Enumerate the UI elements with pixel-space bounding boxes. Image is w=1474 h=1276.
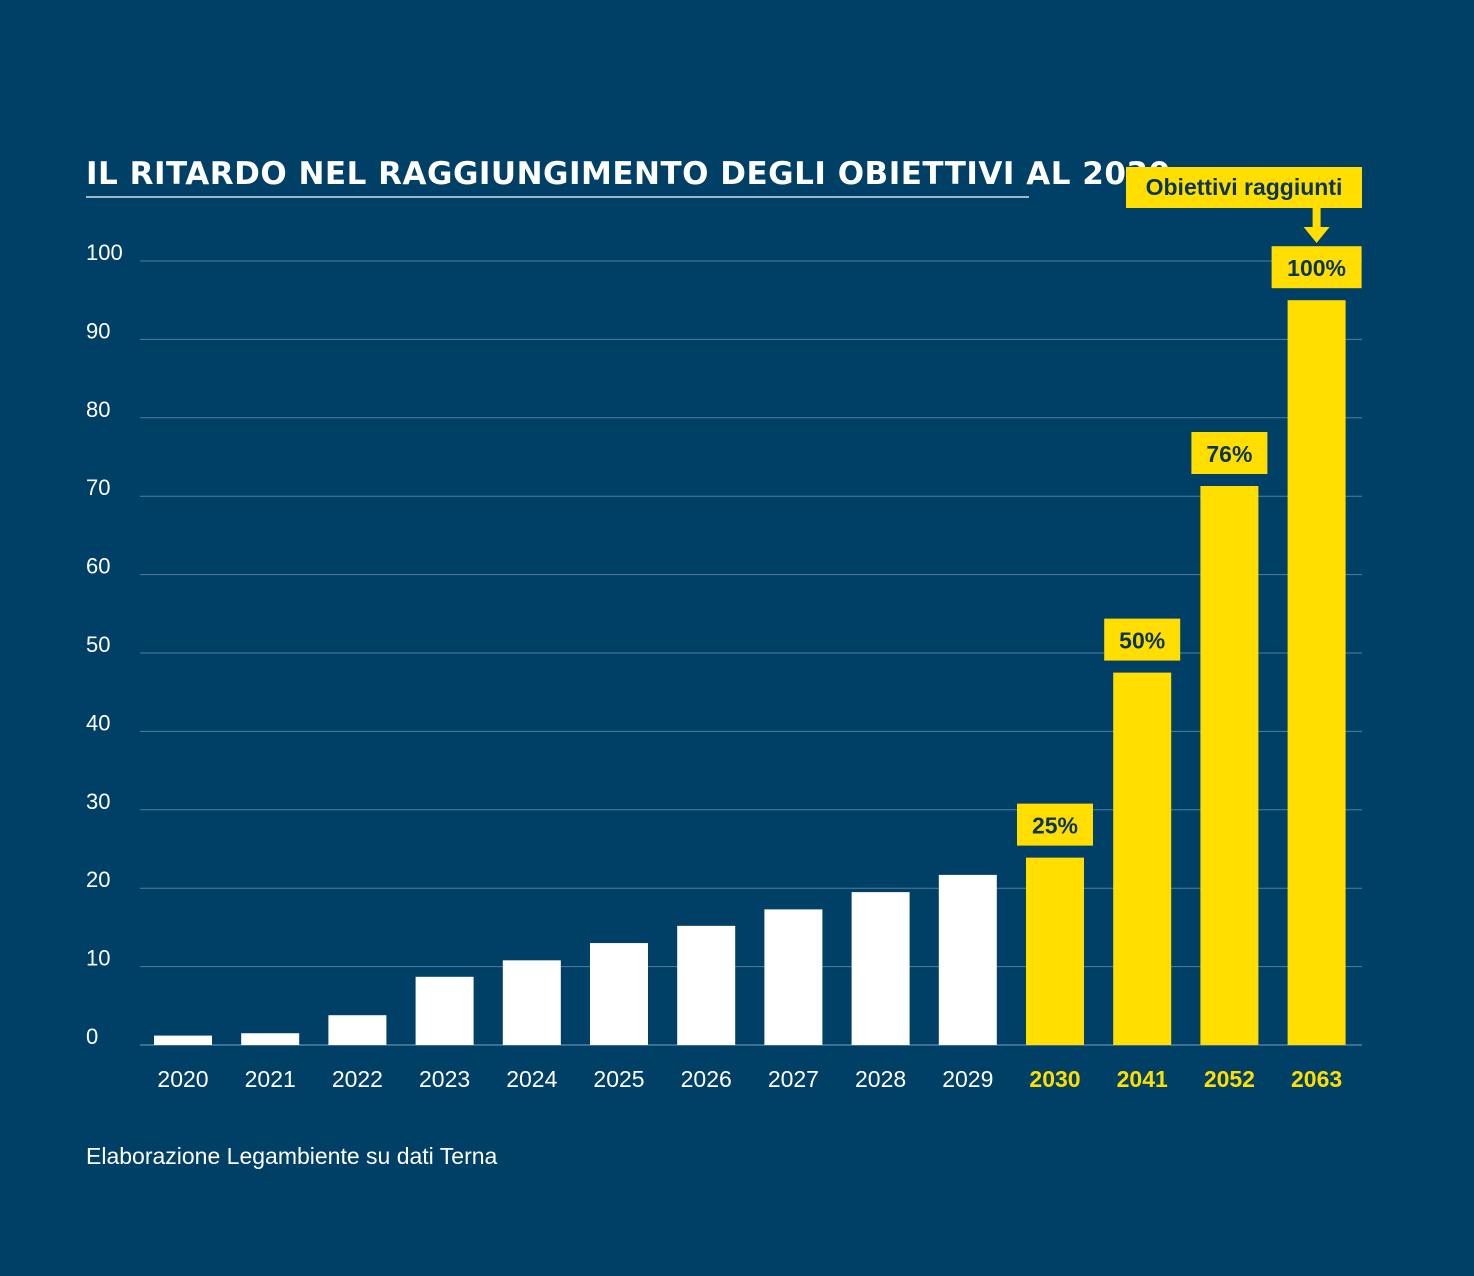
bar-2021 <box>241 1033 300 1045</box>
y-tick-label: 40 <box>86 710 110 735</box>
y-tick-label: 60 <box>86 554 110 579</box>
x-tick-label: 2023 <box>419 1066 470 1092</box>
value-label: 50% <box>1119 628 1165 654</box>
value-label-box <box>1191 432 1268 475</box>
x-tick-label: 2030 <box>1029 1066 1080 1092</box>
value-label-box <box>1017 803 1093 846</box>
x-tick-label: 2020 <box>157 1066 208 1092</box>
value-labels: 25% 50% 76% 100% <box>1017 246 1362 846</box>
value-label-box <box>1104 618 1181 661</box>
bar-2024 <box>502 960 561 1045</box>
x-tick-label: 2022 <box>332 1066 383 1092</box>
bar-2029 <box>938 874 997 1045</box>
y-axis-ticks: 0 10 20 30 40 50 60 70 80 90 100 <box>86 240 123 1049</box>
arrow-down-icon <box>1303 227 1330 243</box>
callout-label: Obiettivi raggiunti <box>1146 174 1343 200</box>
callout: Obiettivi raggiunti <box>1126 167 1362 243</box>
callout-arrow-stem <box>1312 208 1321 228</box>
bar-2026 <box>677 925 736 1045</box>
x-axis-labels: 2020 2021 2022 2023 2024 2025 2026 2027 2028 2029… <box>157 1066 1342 1092</box>
y-tick-label: 0 <box>86 1024 98 1049</box>
y-tick-label: 80 <box>86 397 110 422</box>
y-tick-label: 50 <box>86 632 110 657</box>
value-label: 100% <box>1287 255 1346 281</box>
x-tick-label: 2027 <box>768 1066 819 1092</box>
y-tick-label: 10 <box>86 946 110 971</box>
x-tick-label: 2025 <box>593 1066 644 1092</box>
y-tick-label: 90 <box>86 318 110 343</box>
bar-2028 <box>851 892 910 1045</box>
bar-2022 <box>328 1015 387 1045</box>
bar-2041 <box>1113 672 1172 1045</box>
x-tick-label: 2063 <box>1291 1066 1342 1092</box>
callout-box <box>1126 167 1362 208</box>
y-tick-label: 30 <box>86 789 110 814</box>
bar-2027 <box>764 909 823 1045</box>
value-label: 76% <box>1206 441 1252 467</box>
bar-2052 <box>1200 486 1259 1045</box>
bars <box>154 300 1346 1045</box>
x-tick-label: 2021 <box>245 1066 296 1092</box>
y-tick-label: 70 <box>86 475 110 500</box>
bar-2025 <box>590 943 648 1045</box>
value-label: 25% <box>1032 813 1078 839</box>
bar-2023 <box>415 976 474 1045</box>
y-tick-label: 20 <box>86 867 110 892</box>
chart-title: IL RITARDO NEL RAGGIUNGIMENTO DEGLI OBIE… <box>86 156 1171 192</box>
bar-2030 <box>1026 857 1084 1045</box>
bar-2063 <box>1287 300 1346 1045</box>
value-label-box <box>1271 246 1362 289</box>
bar-2020 <box>154 1035 212 1045</box>
y-tick-label: 100 <box>86 240 123 265</box>
x-tick-label: 2028 <box>855 1066 906 1092</box>
source-note: Elaborazione Legambiente su dati Terna <box>86 1143 498 1169</box>
x-tick-label: 2026 <box>681 1066 732 1092</box>
x-tick-label: 2029 <box>942 1066 993 1092</box>
x-tick-label: 2052 <box>1204 1066 1255 1092</box>
x-tick-label: 2024 <box>506 1066 557 1092</box>
x-tick-label: 2041 <box>1117 1066 1168 1092</box>
